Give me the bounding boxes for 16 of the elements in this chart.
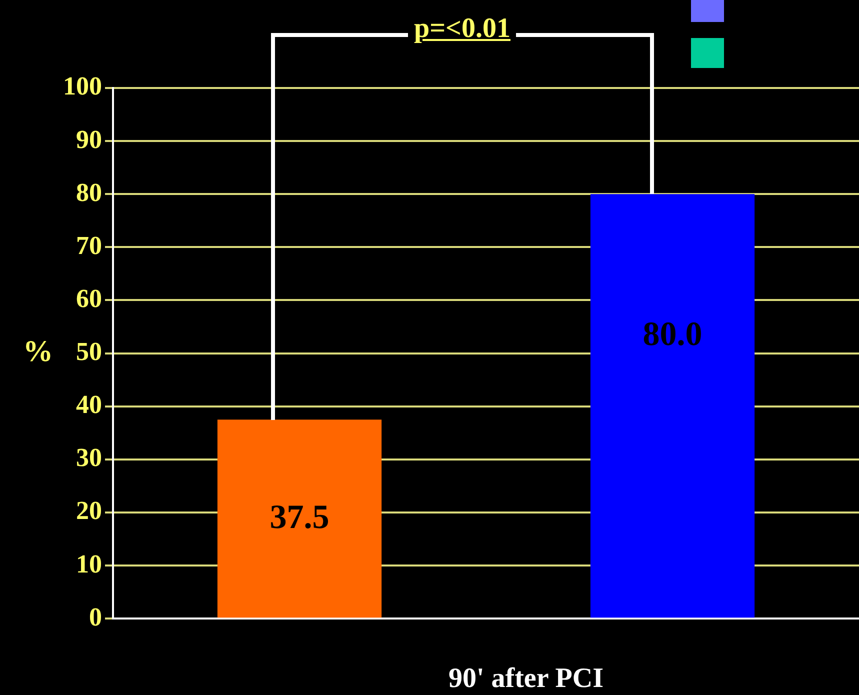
- y-tick-label: 10: [76, 549, 102, 578]
- x-axis-title: 90' after PCI: [448, 663, 604, 694]
- data-label: 80.0: [642, 316, 702, 354]
- y-tick-label: 0: [89, 602, 102, 632]
- y-tick-label: 80: [76, 178, 102, 207]
- data-label: 37.5: [270, 498, 330, 536]
- y-tick-label: 40: [76, 390, 102, 420]
- y-tick-label: 50: [76, 337, 102, 366]
- y-tick-label: 60: [76, 284, 102, 313]
- y-tick-label: 90: [76, 124, 102, 154]
- y-axis-title: %: [23, 335, 53, 368]
- y-tick-label: 30: [76, 443, 102, 472]
- y-tick-label: 100: [63, 72, 102, 101]
- y-tick-label: 70: [76, 230, 102, 260]
- y-tick-label: 20: [76, 496, 102, 526]
- text: p=<0.01: [408, 13, 516, 45]
